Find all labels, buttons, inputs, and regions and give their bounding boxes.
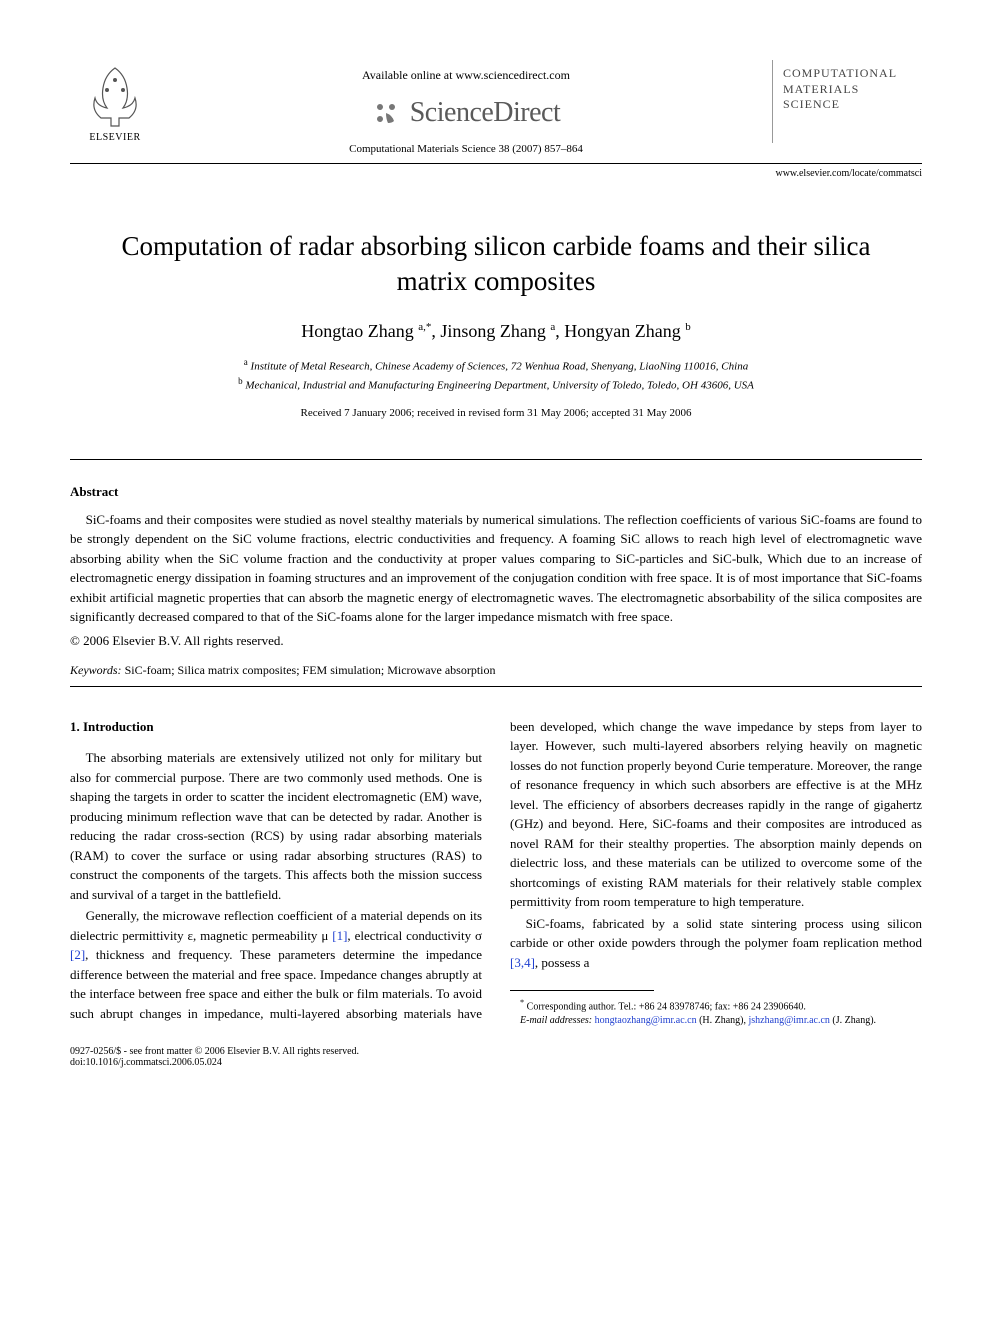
intro-para-3: SiC-foams, fabricated by a solid state s… [510,914,922,973]
citation-line: Computational Materials Science 38 (2007… [160,143,772,155]
page-header: ELSEVIER Available online at www.science… [70,60,922,155]
affiliation-a: Institute of Metal Research, Chinese Aca… [251,361,749,373]
section-1-heading: 1. Introduction [70,717,482,737]
header-rule [70,163,922,164]
journal-title-line3: SCIENCE [783,97,840,111]
footer-left: 0927-0256/$ - see front matter © 2006 El… [70,1046,359,1068]
keywords-text: SiC-foam; Silica matrix composites; FEM … [122,663,496,677]
email-label: E-mail addresses: [520,1015,592,1026]
email-2-who: (J. Zhang). [830,1015,876,1026]
corresponding-author: * Corresponding author. Tel.: +86 24 839… [510,997,922,1014]
elsevier-tree-icon [85,60,145,130]
page-footer: 0927-0256/$ - see front matter © 2006 El… [70,1046,922,1068]
keywords-line: Keywords: SiC-foam; Silica matrix compos… [70,663,922,678]
abstract-bottom-rule [70,686,922,687]
ref-link-1[interactable]: [1] [332,928,347,943]
elsevier-label: ELSEVIER [89,132,140,143]
journal-title: COMPUTATIONAL MATERIALS SCIENCE [783,66,922,113]
email-2[interactable]: jshzhang@imr.ac.cn [749,1015,830,1026]
author-2: Jinsong Zhang [440,321,546,341]
intro-p2-post: , thickness and frequency. These paramet… [85,947,482,962]
abstract-heading: Abstract [70,484,922,500]
keywords-label: Keywords: [70,663,122,677]
ref-link-2[interactable]: [2] [70,947,85,962]
email-footnote: E-mail addresses: hongtaozhang@imr.ac.cn… [510,1014,922,1028]
abstract-body: SiC-foams and their composites were stud… [70,510,922,627]
sciencedirect-icon [372,99,400,127]
footer-front-matter: 0927-0256/$ - see front matter © 2006 El… [70,1046,359,1057]
available-online-text: Available online at www.sciencedirect.co… [160,68,772,83]
intro-p3-pre: SiC-foams, fabricated by a solid state s… [510,916,922,951]
body-columns: 1. Introduction The absorbing materials … [70,717,922,1029]
intro-p2-mid: , electrical conductivity σ [347,928,482,943]
author-2-sup: a [550,321,555,333]
intro-para-1: The absorbing materials are extensively … [70,748,482,904]
author-1-sup: a,* [418,321,431,333]
intro-p3-post: , possess a [535,955,590,970]
journal-url[interactable]: www.elsevier.com/locate/commatsci [70,168,922,179]
author-1: Hongtao Zhang [301,321,413,341]
center-header: Available online at www.sciencedirect.co… [160,60,772,155]
corr-text: Corresponding author. Tel.: +86 24 83978… [527,1001,806,1012]
sciencedirect-logo: ScienceDirect [160,97,772,129]
affiliation-b: Mechanical, Industrial and Manufacturing… [245,380,754,392]
authors: Hongtao Zhang a,*, Jinsong Zhang a, Hong… [70,321,922,342]
journal-title-line1: COMPUTATIONAL [783,66,897,80]
article-title: Computation of radar absorbing silicon c… [70,229,922,299]
footer-doi: doi:10.1016/j.commatsci.2006.05.024 [70,1057,359,1068]
sciencedirect-text: ScienceDirect [410,97,561,129]
author-3-sup: b [685,321,691,333]
email-1[interactable]: hongtaozhang@imr.ac.cn [595,1015,697,1026]
affiliations: a Institute of Metal Research, Chinese A… [70,356,922,394]
abstract-top-rule [70,459,922,460]
abstract-copyright: © 2006 Elsevier B.V. All rights reserved… [70,633,922,649]
journal-title-line2: MATERIALS [783,82,859,96]
footnote-separator [510,990,654,991]
elsevier-logo-block: ELSEVIER [70,60,160,143]
author-3: Hongyan Zhang [564,321,680,341]
ref-link-34[interactable]: [3,4] [510,955,535,970]
received-line: Received 7 January 2006; received in rev… [70,407,922,419]
footnote-block: * Corresponding author. Tel.: +86 24 839… [510,990,922,1028]
email-1-who: (H. Zhang), [697,1015,749,1026]
journal-block: COMPUTATIONAL MATERIALS SCIENCE [772,60,922,143]
